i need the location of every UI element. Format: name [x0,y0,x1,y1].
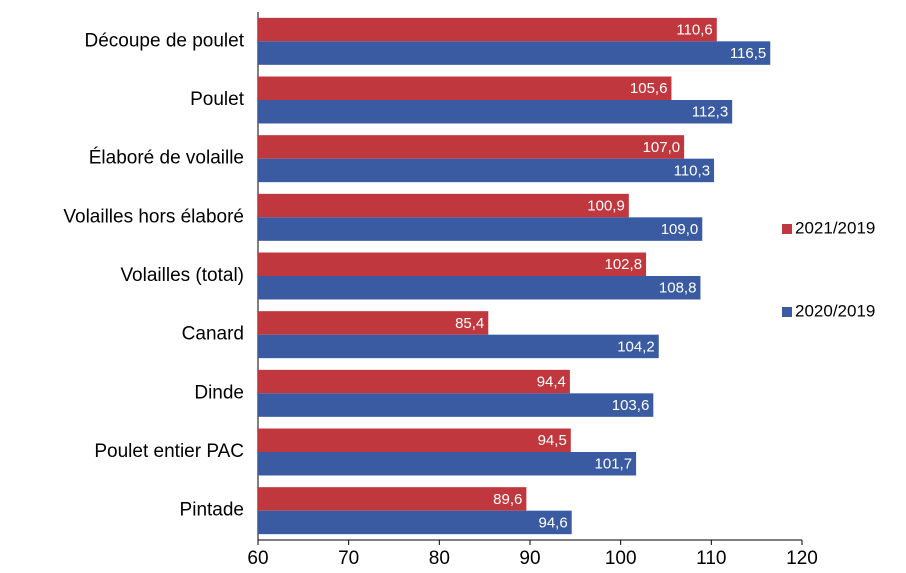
category-label: Élaboré de volaille [89,148,244,169]
bar [258,276,701,300]
bar [258,41,771,65]
bar [258,135,685,159]
x-tick-label: 80 [429,548,450,569]
value-label: 110,3 [674,162,710,179]
bar [258,17,717,42]
legend-label: 2020/2019 [795,301,875,320]
legend-label: 2021/2019 [795,218,875,237]
x-tick-label: 110 [696,548,726,569]
value-label: 102,8 [605,256,643,273]
bar [258,393,654,417]
bar [258,311,489,335]
bar [258,193,629,218]
value-label: 94,6 [539,514,568,531]
category-label: Canard [182,324,244,345]
category-label: Dinde [194,382,244,403]
value-label: 109,0 [661,221,699,238]
value-label: 105,6 [630,80,668,97]
category-label: Pintade [180,500,244,521]
bar [258,76,672,100]
value-label: 103,6 [612,397,650,414]
category-label: Volailles (total) [120,265,244,286]
value-label: 112,3 [692,104,728,121]
bar [258,334,659,359]
x-tick-label: 60 [247,548,268,569]
x-tick-label: 90 [519,548,540,569]
value-label: 101,7 [595,456,633,473]
value-label: 94,4 [537,374,566,391]
bar [258,487,527,511]
value-label: 107,0 [643,139,681,156]
category-label: Volailles hors élaboré [63,206,244,227]
bar [258,428,571,452]
x-tick-label: 100 [605,548,637,569]
bar [258,100,733,124]
value-label: 85,4 [455,315,484,332]
category-label: Découpe de poulet [84,30,244,51]
category-label: Poulet [190,89,245,110]
bar [258,452,637,476]
bar [258,510,572,535]
legend-swatch [782,224,792,234]
legend-swatch [782,307,792,317]
bar [258,158,715,183]
bar [258,369,570,394]
value-label: 100,9 [587,198,625,215]
value-label: 108,8 [659,280,697,297]
value-label: 116,5 [730,45,766,62]
x-tick-label: 120 [786,548,818,569]
value-label: 104,2 [617,338,655,355]
value-label: 110,6 [676,22,712,39]
x-tick-label: 70 [338,548,359,569]
category-label: Poulet entier PAC [94,441,244,462]
bar [258,252,647,276]
bar [258,217,703,241]
value-label: 94,5 [538,432,567,449]
value-label: 89,6 [493,491,522,508]
